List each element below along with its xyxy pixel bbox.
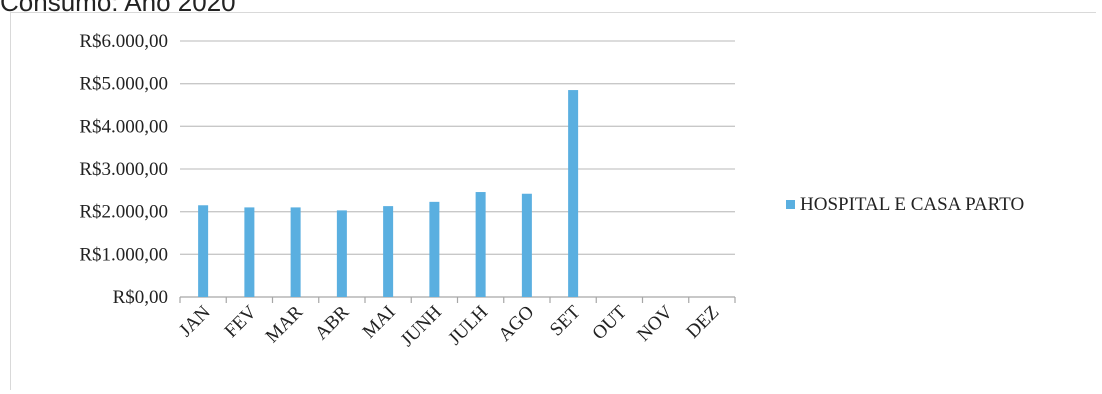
y-tick-label: R$4.000,00 [79,116,168,137]
y-tick-label: R$0,00 [113,287,168,308]
x-tick-label: FEV [221,301,261,341]
x-tick-label: JAN [175,301,215,341]
bar-mai [383,206,394,297]
legend-swatch [786,200,795,209]
bar-jan [198,205,209,297]
y-tick-label: R$5.000,00 [79,74,168,95]
y-tick-label: R$3.000,00 [79,159,168,180]
chart-frame [10,12,1096,390]
legend-label: HOSPITAL E CASA PARTO [800,194,1024,215]
y-tick-label: R$1.000,00 [79,244,168,265]
x-tick-label: MAR [262,301,308,347]
y-tick-label: R$2.000,00 [79,202,168,223]
y-axis: R$0,00 R$1.000,00 R$2.000,00 R$3.000,00 R$4.… [79,31,168,308]
x-tick-label: MAI [359,302,400,343]
x-tick-label: JULH [444,301,492,349]
bar-set [568,90,579,297]
x-tick-label: OUT [588,301,631,344]
x-tick-label: AGO [494,302,538,346]
x-tick-label: ABR [311,301,354,344]
x-tick-label: NOV [633,301,677,345]
bar-ago [521,193,532,297]
bars [198,90,579,297]
bar-abr [336,210,347,297]
gridlines [180,40,735,298]
x-tick-label: SET [546,301,585,340]
legend: HOSPITAL E CASA PARTO [786,194,1024,215]
bar-fev [244,207,255,297]
x-tick-label: DEZ [682,302,723,343]
bar-mar [290,207,301,297]
x-tick-label: JUNH [397,301,446,350]
bar-junh [429,201,440,297]
y-tick-label: R$6.000,00 [79,31,168,52]
bar-julh [475,192,486,297]
